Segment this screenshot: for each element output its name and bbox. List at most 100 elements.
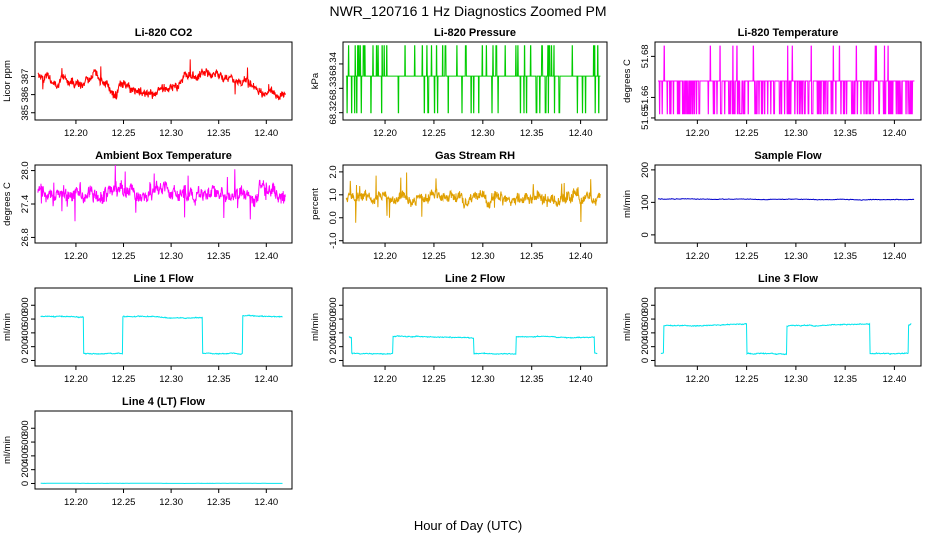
x-tick-label: 12.40	[254, 251, 278, 262]
x-tick-label: 12.25	[422, 374, 446, 385]
y-tick-label: 68.33	[328, 76, 339, 100]
panel-title: Ambient Box Temperature	[95, 150, 232, 162]
plot-frame	[34, 41, 293, 121]
y-tick-label: 600	[20, 434, 31, 450]
x-tick-label: 12.30	[471, 251, 495, 262]
y-tick-label: 27.4	[20, 195, 31, 214]
y-tick-label: 51.66	[640, 86, 651, 110]
y-axis-label: degrees C	[622, 59, 633, 103]
y-tick-label: 0	[20, 358, 31, 363]
y-tick-label: 400	[328, 325, 339, 341]
y-tick-label: -1.0	[328, 233, 339, 249]
y-tick-label: 200	[328, 339, 339, 355]
series-line	[37, 59, 286, 101]
y-axis-label: Licor ppm	[2, 60, 13, 102]
panel-title: Line 1 Flow	[134, 273, 194, 285]
series-line	[40, 314, 283, 356]
x-tick-label: 12.35	[833, 128, 857, 139]
y-tick-label: 200	[640, 162, 651, 178]
x-tick-label: 12.35	[207, 497, 231, 508]
x-tick-label: 12.35	[520, 251, 544, 262]
series-line	[37, 164, 286, 222]
y-tick-label: 200	[20, 339, 31, 355]
y-axis-label: ml/min	[310, 313, 321, 341]
x-tick-label: 12.25	[112, 497, 136, 508]
x-tick-label: 12.20	[64, 251, 88, 262]
y-tick-label: 200	[640, 339, 651, 355]
x-tick-label: 12.25	[422, 128, 446, 139]
y-axis-label: ml/min	[2, 436, 13, 464]
x-tick-label: 12.40	[254, 497, 278, 508]
x-tick-label: 12.40	[254, 374, 278, 385]
panel-grid: Li-820 CO2 12.20 12.25 12.30 12.35 12.40 385 38…	[2, 27, 922, 508]
series-line	[345, 172, 601, 223]
y-tick-label: 51.68	[640, 44, 651, 68]
panel-title: Line 4 (LT) Flow	[122, 396, 205, 408]
x-tick-label: 12.40	[883, 251, 907, 262]
x-tick-label: 12.25	[112, 374, 136, 385]
panel-title: Line 2 Flow	[445, 273, 505, 285]
y-axis-label: ml/min	[622, 190, 633, 218]
y-tick-label: 100	[640, 194, 651, 210]
x-tick-label: 12.35	[520, 374, 544, 385]
panel-4: Ambient Box Temperature 12.20 12.25 12.30 12…	[2, 150, 293, 262]
panel-title: Li-820 Temperature	[738, 27, 839, 39]
panel-3: Li-820 Temperature 12.20 12.25 12.30 12.35 12…	[622, 27, 922, 139]
y-axis-label: degrees C	[2, 182, 13, 226]
x-tick-label: 12.30	[159, 251, 183, 262]
x-tick-label: 12.30	[784, 374, 808, 385]
x-tick-label: 12.25	[112, 128, 136, 139]
x-tick-label: 12.20	[64, 374, 88, 385]
x-tick-label: 12.25	[735, 251, 759, 262]
x-tick-label: 12.35	[207, 251, 231, 262]
x-tick-label: 12.40	[883, 374, 907, 385]
x-tick-label: 12.20	[685, 251, 709, 262]
x-tick-label: 12.20	[685, 128, 709, 139]
x-tick-label: 12.35	[833, 374, 857, 385]
plot-frame	[654, 287, 922, 367]
x-tick-label: 12.30	[159, 374, 183, 385]
y-tick-label: 600	[640, 311, 651, 327]
x-tick-label: 12.35	[207, 128, 231, 139]
panel-8: Line 2 Flow 12.20 12.25 12.30 12.35 12.40 0 200…	[310, 273, 608, 385]
panel-7: Line 1 Flow 12.20 12.25 12.30 12.35 12.40 0 200…	[2, 273, 293, 385]
plot-frame	[654, 164, 922, 244]
x-tick-label: 12.40	[569, 251, 593, 262]
y-tick-label: 68.32	[328, 101, 339, 125]
series-line	[345, 45, 601, 114]
y-tick-label: 600	[328, 311, 339, 327]
panel-title: Line 3 Flow	[758, 273, 818, 285]
panel-5: Gas Stream RH 12.20 12.25 12.30 12.35 12.40 -1…	[310, 150, 608, 262]
x-tick-label: 12.35	[833, 251, 857, 262]
plot-frame	[34, 410, 293, 490]
y-tick-label: 400	[640, 325, 651, 341]
y-tick-label: 800	[640, 297, 651, 313]
y-tick-label: 200	[20, 462, 31, 478]
y-tick-label: 385	[20, 105, 31, 121]
y-axis-label: percent	[310, 188, 321, 220]
series-line	[657, 198, 915, 201]
y-tick-label: 386	[20, 87, 31, 103]
y-axis-label: ml/min	[2, 313, 13, 341]
x-axis-label: Hour of Day (UTC)	[414, 518, 522, 533]
y-tick-label: 26.8	[20, 228, 31, 247]
y-tick-label: 0	[328, 358, 339, 363]
y-tick-label: 400	[20, 448, 31, 464]
y-tick-label: 400	[20, 325, 31, 341]
x-tick-label: 12.20	[64, 497, 88, 508]
x-tick-label: 12.25	[735, 128, 759, 139]
plot-frame	[654, 41, 922, 121]
plot-frame	[342, 287, 608, 367]
x-tick-label: 12.35	[520, 128, 544, 139]
y-tick-label: 800	[20, 297, 31, 313]
y-tick-label: 0	[640, 358, 651, 363]
panel-title: Li-820 CO2	[135, 27, 192, 39]
plot-frame	[342, 41, 608, 121]
x-tick-label: 12.20	[373, 374, 397, 385]
panel-title: Sample Flow	[754, 150, 822, 162]
x-tick-label: 12.40	[254, 128, 278, 139]
y-tick-label: 28.0	[20, 161, 31, 180]
panel-title: Gas Stream RH	[435, 150, 515, 162]
panel-2: Li-820 Pressure 12.20 12.25 12.30 12.35 12.40…	[310, 27, 608, 139]
panel-9: Line 3 Flow 12.20 12.25 12.30 12.35 12.40 0 200…	[622, 273, 922, 385]
